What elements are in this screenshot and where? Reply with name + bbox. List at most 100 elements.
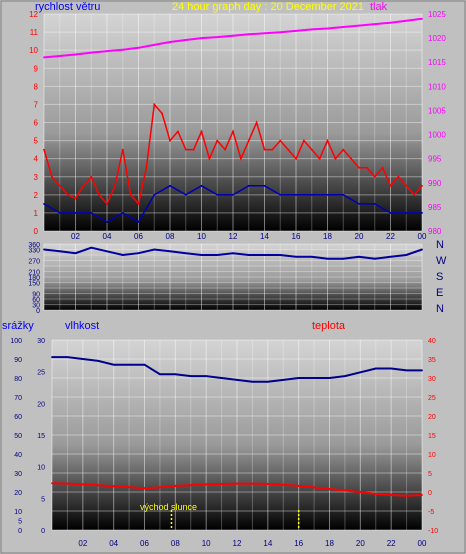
wind-speed-line-point: [295, 157, 297, 160]
wind-min-line-point: [200, 184, 203, 187]
wind-speed-line-point: [192, 148, 195, 151]
wind-direction-line-point: [232, 252, 234, 255]
wind-speed-line-point: [145, 166, 148, 169]
wind-direction-line-point: [106, 250, 108, 253]
pressure-line-point: [358, 24, 360, 27]
wind-speed-line-point: [326, 139, 329, 142]
humidity-line-point: [66, 356, 69, 358]
wind-speed-line-point: [302, 139, 305, 142]
x-tick-label: 18: [325, 539, 334, 548]
wind-speed-line-point: [129, 193, 132, 196]
wind-speed-tick: 8: [34, 82, 39, 91]
wind-min-line-point: [216, 193, 219, 196]
temperature-line-point: [81, 483, 84, 486]
wind-speed-tick: 10: [29, 46, 38, 55]
wind-direction-line-point: [184, 252, 187, 255]
humidity-line-point: [313, 377, 315, 379]
humidity-axis-label: vlhkost: [65, 320, 99, 332]
pressure-line-point: [421, 17, 423, 20]
humidity-tick: 30: [37, 338, 45, 345]
precipitation-tick: 40: [14, 452, 22, 459]
humidity-line-point: [344, 375, 346, 377]
pressure-tick: 1015: [428, 58, 446, 67]
compass-label: N: [436, 303, 444, 315]
pressure-line-point: [295, 29, 297, 32]
wind-direction-line-point: [279, 254, 282, 256]
wind-direction-line-point: [405, 254, 408, 256]
pressure-line-point: [326, 27, 329, 30]
wind-panel-x-axis: 02 04 06 08 10 12 14 16 18 20 22 00: [71, 232, 427, 241]
wind-speed-line-point: [169, 139, 171, 142]
pressure-line-point: [263, 32, 266, 35]
wind-min-line-point: [263, 184, 266, 187]
wind-speed-tick: 1: [34, 209, 39, 218]
x-tick-label: 16: [294, 539, 303, 548]
wind-speed-tick: 2: [34, 191, 39, 200]
x-tick-label: 00: [418, 539, 427, 548]
wind-min-line-point: [137, 221, 140, 223]
precipitation-tick: 100: [10, 338, 22, 345]
direction-tick: 180: [28, 275, 40, 282]
humidity-line-point: [266, 380, 269, 383]
wind-direction-line-point: [121, 254, 124, 256]
wind-min-line-point: [247, 184, 250, 187]
direction-tick: 270: [28, 259, 40, 266]
wind-direction-line-point: [90, 246, 93, 249]
pressure-tick: 1000: [428, 131, 446, 140]
pressure-line-point: [247, 33, 250, 36]
humidity-line-point: [297, 377, 300, 379]
wind-speed-line-point: [208, 157, 211, 160]
wind-direction-line-point: [389, 255, 392, 258]
pressure-line-point: [169, 41, 171, 43]
temperature-line-point: [236, 482, 238, 485]
x-tick-label: 08: [166, 232, 175, 241]
wind-speed-tick: 11: [30, 28, 39, 37]
temperature-tick: 25: [428, 395, 436, 402]
pressure-line-point: [232, 34, 234, 37]
wind-direction-line-point: [216, 254, 219, 256]
humidity-tick: 5: [41, 496, 45, 503]
wind-direction-line-point: [169, 250, 171, 253]
pressure-axis: 980 985 990 995 1000 1005 1010 1015 1020 1025: [428, 10, 446, 236]
wind-direction-line-point: [74, 252, 77, 255]
temperature-line-point: [66, 482, 69, 485]
temperature-tick: 0: [428, 490, 432, 497]
humidity-line-point: [97, 360, 100, 362]
wind-speed-line-point: [121, 148, 124, 151]
wind-speed-tick: 3: [34, 173, 39, 182]
x-tick-label: 04: [103, 232, 112, 241]
wind-speed-line-point: [161, 112, 164, 115]
wind-speed-line-point: [397, 175, 400, 178]
wind-min-line-point: [279, 193, 282, 196]
pressure-line-point: [216, 36, 219, 39]
wind-speed-line-point: [176, 130, 179, 133]
wind-direction-line-point: [358, 255, 360, 258]
precipitation-tick: 30: [14, 471, 22, 478]
wind-speed-tick: 12: [29, 10, 38, 19]
pressure-tick: 1010: [428, 82, 446, 91]
sunrise-label: východ slunce: [140, 502, 197, 512]
humidity-tick: 15: [37, 433, 45, 440]
wind-speed-line-point: [137, 202, 140, 205]
x-tick-label: 20: [356, 539, 365, 548]
wind-direction-line-point: [373, 257, 376, 260]
humidity-line-point: [189, 375, 192, 377]
pressure-line-point: [90, 51, 93, 54]
wind-min-line-point: [310, 193, 313, 196]
climate-panel-grid: [51, 339, 423, 531]
wind-speed-line-point: [239, 157, 242, 160]
compass-label: S: [436, 271, 443, 283]
pressure-line-point: [106, 50, 108, 53]
x-tick-label: 12: [229, 232, 238, 241]
wind-min-line-point: [153, 193, 156, 196]
wind-speed-line-point: [389, 184, 392, 187]
precipitation-tick: 10: [14, 509, 22, 516]
wind-direction-line-point: [247, 254, 250, 256]
wind-direction-line-point: [263, 254, 266, 256]
wind-speed-line-point: [263, 148, 266, 151]
pressure-line-point: [153, 43, 156, 46]
wind-speed-line-point: [66, 193, 69, 196]
wind-speed-line-point: [224, 148, 227, 151]
wind-min-line-point: [373, 202, 376, 205]
